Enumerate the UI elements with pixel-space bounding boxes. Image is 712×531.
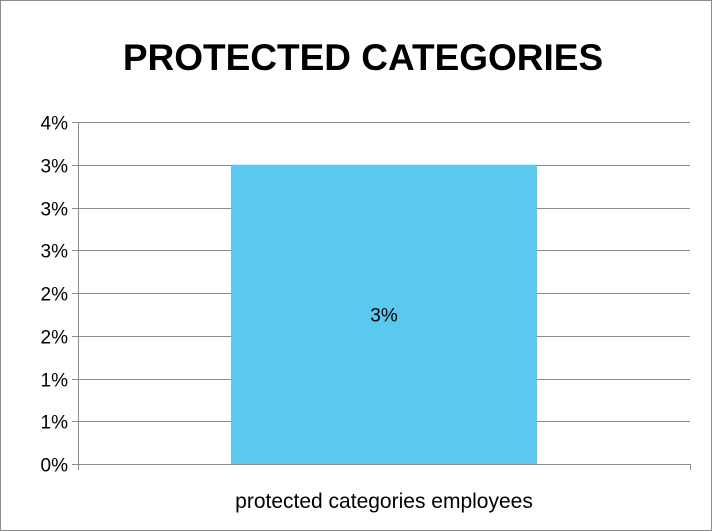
- y-tick-label: 3%: [41, 242, 69, 263]
- x-category-label: protected categories employees: [235, 490, 533, 513]
- y-tick-label: 1%: [41, 413, 69, 434]
- y-tick-label: 3%: [41, 157, 69, 178]
- bars: [231, 164, 537, 464]
- y-tick-label: 4%: [41, 114, 69, 135]
- y-tick-label: 3%: [41, 200, 69, 221]
- axes: [72, 122, 691, 470]
- y-tick-label: 2%: [41, 285, 69, 306]
- data-label: 3%: [370, 305, 398, 326]
- bar: [231, 164, 537, 464]
- chart-title: PROTECTED CATEGORIES: [123, 37, 603, 78]
- y-tick-label: 0%: [41, 456, 69, 477]
- labels: 0% 1% 1% 2% 2% 3% 3% 3% 4% 3% protected categories…: [41, 114, 533, 514]
- y-tick-label: 2%: [41, 328, 69, 349]
- y-tick-label: 1%: [41, 371, 69, 392]
